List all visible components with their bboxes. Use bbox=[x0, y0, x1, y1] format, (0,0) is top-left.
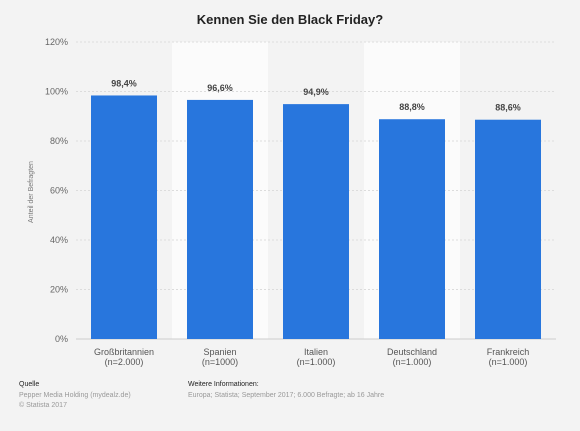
value-labels: 98,4% 96,6% 94,9% 88,8% 88,6% bbox=[111, 78, 521, 112]
info-text: Europa; Statista; September 2017; 6.000 … bbox=[188, 392, 385, 399]
value-label: 88,6% bbox=[495, 103, 521, 113]
y-axis-label: Anteil der Befragten bbox=[28, 161, 35, 223]
category-label: Italien bbox=[304, 347, 328, 357]
bar bbox=[379, 119, 445, 339]
category-label: (n=1.000) bbox=[393, 357, 432, 367]
copyright-line: © Statista 2017 bbox=[19, 402, 67, 409]
source-line: Pepper Media Holding (mydealz.de) bbox=[19, 392, 131, 399]
value-label: 94,9% bbox=[303, 87, 329, 97]
x-axis-categories: Großbritannien(n=2.000) Spanien(n=1000) It… bbox=[94, 347, 529, 367]
y-tick-label: 120% bbox=[45, 37, 68, 47]
category-label: (n=1000) bbox=[202, 357, 238, 367]
source-text: Pepper Media Holding (mydealz.de) © Stat… bbox=[19, 391, 131, 411]
category-label: (n=2.000) bbox=[105, 357, 144, 367]
bars bbox=[91, 95, 541, 340]
category-label: (n=1.000) bbox=[297, 357, 336, 367]
bar bbox=[475, 119, 541, 339]
y-tick-label: 100% bbox=[45, 87, 68, 97]
category-label: Deutschland bbox=[387, 347, 437, 357]
bar bbox=[283, 104, 349, 339]
category-label: Frankreich bbox=[487, 347, 530, 357]
category-label: (n=1.000) bbox=[489, 357, 528, 367]
bar bbox=[187, 99, 253, 339]
y-tick-label: 60% bbox=[50, 186, 68, 196]
value-label: 88,8% bbox=[399, 102, 425, 112]
chart-title: Kennen Sie den Black Friday? bbox=[197, 12, 383, 27]
y-tick-label: 0% bbox=[55, 334, 68, 344]
value-label: 98,4% bbox=[111, 78, 137, 88]
y-tick-label: 80% bbox=[50, 136, 68, 146]
category-label: Großbritannien bbox=[94, 347, 154, 357]
y-tick-label: 40% bbox=[50, 235, 68, 245]
source-heading: Quelle bbox=[19, 381, 40, 388]
y-tick-label: 20% bbox=[50, 285, 68, 295]
category-label: Spanien bbox=[203, 347, 236, 357]
value-label: 96,6% bbox=[207, 83, 233, 93]
bar bbox=[91, 95, 157, 340]
info-heading: Weitere Informationen: bbox=[188, 381, 259, 388]
y-axis-ticks: 0% 20% 40% 60% 80% 100% 120% bbox=[45, 37, 68, 344]
